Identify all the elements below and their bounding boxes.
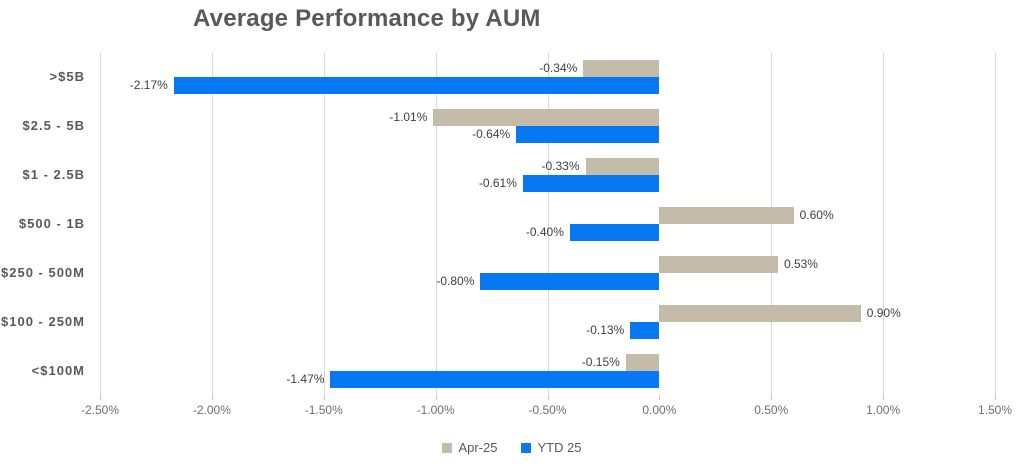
axis-tick-label: -1.00% [416, 403, 455, 417]
bar-apr-25 [659, 255, 778, 273]
category-label: $250 - 500M [1, 265, 85, 280]
value-label: 0.90% [866, 306, 901, 320]
category-label: >$5B [49, 69, 85, 84]
bar-ytd-25 [516, 125, 660, 143]
value-label: 0.53% [783, 257, 818, 271]
category-row: 0.90% -0.13% [100, 297, 995, 346]
plot-area: -0.34% -2.17% -1.01% -0.64% -0.33% -0.61% 0.60… [100, 52, 996, 400]
bar-ytd-25 [569, 223, 660, 241]
value-label: -0.34% [539, 61, 578, 75]
axis-tick [323, 395, 325, 400]
category-label: $500 - 1B [18, 216, 85, 231]
chart-title: Average Performance by AUM [193, 5, 541, 32]
axis-tick [659, 395, 661, 400]
axis-tick-label: -1.50% [304, 403, 343, 417]
axis-tick-label: -0.50% [528, 403, 567, 417]
category-row: 0.53% -0.80% [100, 248, 995, 297]
value-label: -0.61% [478, 176, 517, 190]
value-axis: -2.50% -2.00% -1.50% -1.00% -0.50% 0.00% 0.50%… [81, 403, 1012, 419]
axis-tick-label: -2.50% [80, 403, 120, 417]
value-label: -2.17% [129, 78, 168, 92]
axis-tick [883, 395, 885, 400]
axis-tick [771, 395, 773, 400]
axis-tick [435, 395, 437, 400]
category-label: $100 - 250M [1, 314, 85, 329]
category-row: 0.60% -0.40% [100, 199, 995, 248]
value-label: -1.47% [286, 372, 325, 386]
value-label: -0.13% [586, 323, 625, 337]
gridline [435, 52, 437, 395]
legend-swatch [442, 442, 453, 453]
category-row: -1.01% -0.64% [100, 101, 995, 150]
value-label: 0.60% [799, 208, 834, 222]
value-label: -0.40% [525, 225, 564, 239]
gridline [100, 52, 101, 395]
value-label: -0.33% [541, 159, 580, 173]
legend-item-apr-25: Apr-25 [442, 440, 497, 455]
axis-tick-label: -2.00% [192, 403, 231, 417]
category-label: $2.5 - 5B [22, 118, 85, 133]
axis-tick-label: 0.50% [754, 403, 789, 417]
axis-tick [211, 395, 213, 400]
bar-ytd-25 [480, 272, 660, 290]
gridline [883, 52, 885, 395]
legend-label: YTD 25 [537, 440, 582, 455]
bar-apr-25 [583, 59, 660, 77]
value-label: -0.80% [436, 274, 475, 288]
bar-ytd-25 [630, 321, 660, 339]
bar-ytd-25 [522, 174, 660, 192]
value-label: -0.64% [472, 127, 511, 141]
axis-tick [995, 395, 996, 400]
gridline [211, 52, 213, 395]
category-row: -0.33% -0.61% [100, 150, 995, 199]
legend-swatch [521, 442, 532, 453]
category-label: $1 - 2.5B [22, 167, 85, 182]
category-label: <$100M [31, 363, 85, 378]
axis-tick [547, 395, 549, 400]
gridline [323, 52, 325, 395]
category-row: -0.15% -1.47% [100, 346, 995, 395]
bar-ytd-25 [330, 370, 660, 388]
gridline [995, 52, 996, 395]
axis-tick-label: 1.00% [866, 403, 901, 417]
axis-tick-label: 0.00% [642, 403, 677, 417]
bar-apr-25 [625, 353, 660, 371]
value-label: -1.01% [389, 110, 428, 124]
category-axis: >$5B $2.5 - 5B $1 - 2.5B $500 - 1B $250 - 50… [0, 52, 85, 395]
legend: Apr-25 YTD 25 [0, 440, 1024, 455]
gridline [771, 52, 773, 395]
bar-apr-25 [585, 157, 660, 175]
bar-apr-25 [659, 206, 794, 224]
gridline [547, 52, 549, 395]
legend-label: Apr-25 [458, 440, 498, 455]
bar-apr-25 [659, 304, 861, 322]
value-label: -0.15% [581, 355, 620, 369]
axis-tick-label: 1.50% [977, 403, 1013, 417]
legend-item-ytd-25: YTD 25 [521, 440, 582, 455]
category-row: -0.34% -2.17% [100, 52, 995, 101]
bar-ytd-25 [173, 76, 660, 94]
axis-tick [100, 395, 101, 400]
bar-apr-25 [433, 108, 660, 126]
